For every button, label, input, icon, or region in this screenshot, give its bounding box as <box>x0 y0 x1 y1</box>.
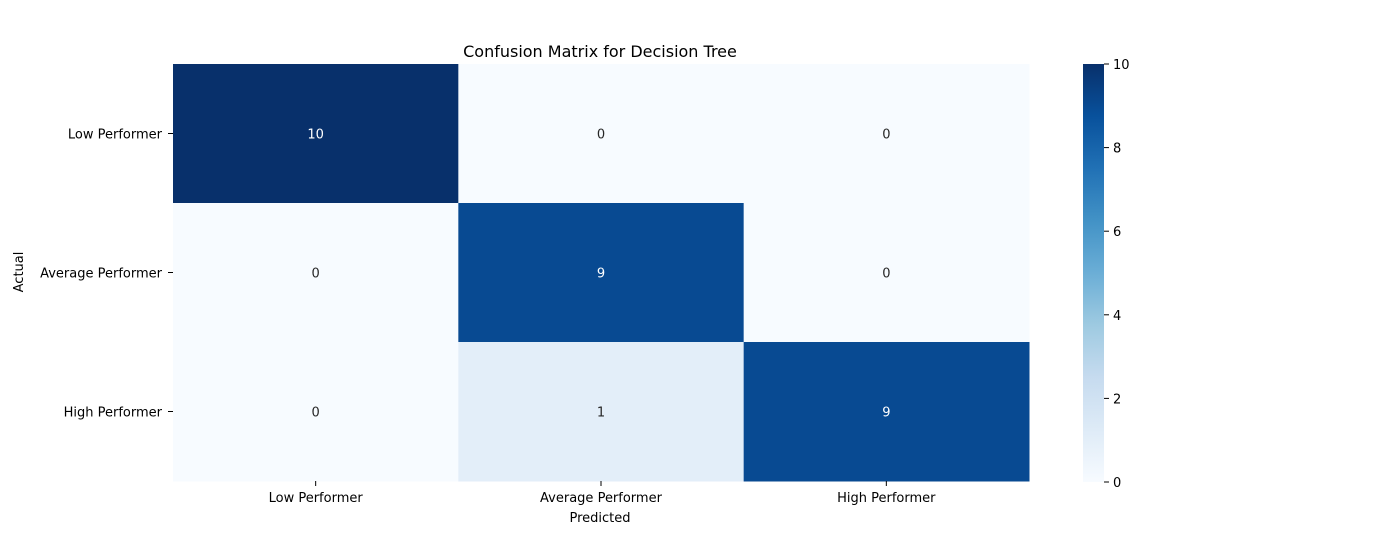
heatmap-cell <box>458 203 745 343</box>
cell-value-label: 0 <box>312 406 320 421</box>
cell-value-label: 9 <box>597 267 605 282</box>
x-tick-label: Average Performer <box>540 491 663 506</box>
y-axis-label: Actual <box>12 252 27 293</box>
heatmap-cell <box>743 203 1030 343</box>
cell-value-label: 0 <box>312 267 320 282</box>
colorbar-tick-label: 6 <box>1113 225 1121 240</box>
cell-value-label: 10 <box>307 128 324 143</box>
x-tick-label: High Performer <box>837 491 936 506</box>
colorbar-ticks: 0 2 4 6 8 10 <box>1104 58 1130 491</box>
y-axis-ticks: Low Performer Average Performer High Perfo… <box>40 128 173 421</box>
cell-value-label: 0 <box>882 267 890 282</box>
heatmap-cells <box>173 64 1030 482</box>
y-tick-label: High Performer <box>64 406 163 421</box>
y-tick-label: Average Performer <box>40 267 163 282</box>
heatmap-cell <box>173 342 459 482</box>
cell-value-label: 0 <box>882 128 890 143</box>
colorbar-tick-label: 4 <box>1113 309 1121 324</box>
colorbar-tick-label: 8 <box>1113 142 1121 157</box>
heatmap-cell <box>173 203 459 343</box>
heatmap-cell <box>743 342 1030 482</box>
heatmap-cell <box>458 342 745 482</box>
y-tick-label: Low Performer <box>68 128 163 143</box>
colorbar-tick-label: 2 <box>1113 392 1121 407</box>
chart-title: Confusion Matrix for Decision Tree <box>463 42 737 61</box>
colorbar-tick-label: 0 <box>1113 476 1121 491</box>
cell-value-label: 0 <box>597 128 605 143</box>
heatmap-cell <box>173 64 459 204</box>
cell-value-label: 9 <box>882 406 890 421</box>
colorbar-tick-label: 10 <box>1113 58 1130 73</box>
colorbar <box>1083 64 1104 482</box>
x-axis-ticks: Low Performer Average Performer High Perfo… <box>269 481 936 506</box>
heatmap-cell <box>458 64 745 204</box>
cell-value-label: 1 <box>597 406 605 421</box>
heatmap-cell <box>743 64 1030 204</box>
x-tick-label: Low Performer <box>269 491 364 506</box>
x-axis-label: Predicted <box>569 511 630 526</box>
heatmap-annotations: 10 0 0 0 9 0 0 1 9 <box>307 128 890 421</box>
